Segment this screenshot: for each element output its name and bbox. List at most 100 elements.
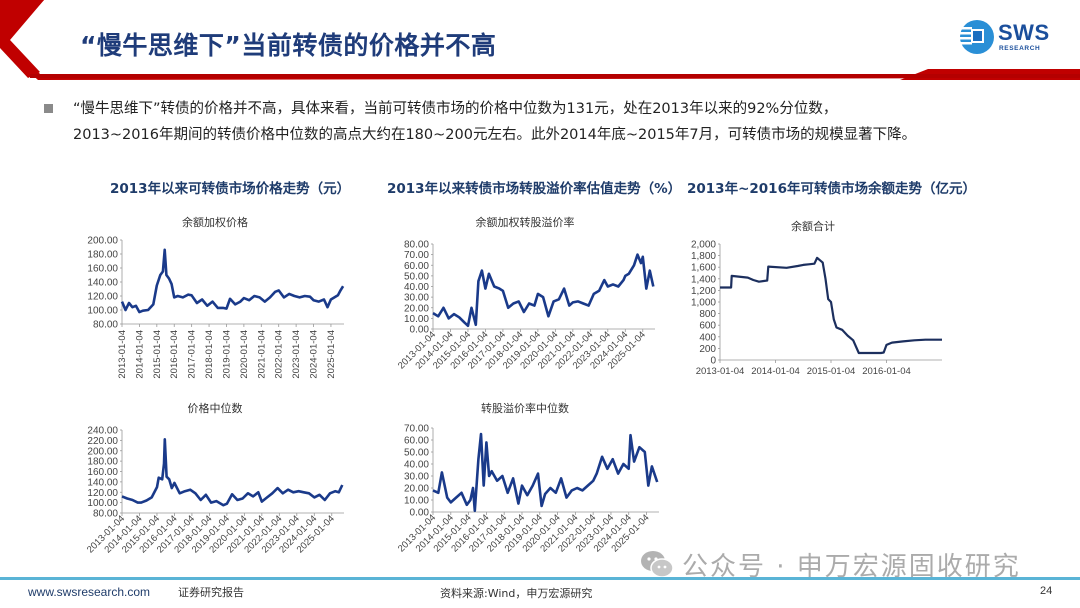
- chart-subtitle: 余额加权价格: [182, 216, 248, 229]
- sws-logo: SWS RESEARCH: [958, 18, 1058, 58]
- svg-text:2013-01-04: 2013-01-04: [696, 366, 745, 377]
- line-chart-svg: 02004006008001,0001,2001,4001,6001,8002,…: [691, 240, 942, 377]
- line-chart-svg: 80.00 100.00 120.00 140.00 160.00 180.00 200.0…: [87, 236, 345, 379]
- svg-text:180.00: 180.00: [87, 457, 118, 468]
- footer-source: 资料来源:Wind，申万宏源研究: [440, 587, 593, 600]
- svg-text:400: 400: [699, 332, 716, 343]
- svg-text:80.00: 80.00: [93, 320, 118, 331]
- line-chart-svg: 80.00100.00120.00140.00160.00180.00200.0…: [85, 426, 344, 555]
- chart-subtitle: 转股溢价率中位数: [481, 402, 569, 415]
- series-line: [120, 248, 345, 314]
- chart-median-price: 价格中位数 80.00 100.00 120.00 140.00 160.00 180.0…: [70, 396, 360, 571]
- svg-text:0.00: 0.00: [410, 508, 430, 519]
- svg-text:120.00: 120.00: [87, 292, 118, 303]
- chart-subtitle: 价格中位数: [187, 402, 243, 415]
- svg-text:180.00: 180.00: [87, 250, 118, 261]
- svg-text:50.00: 50.00: [404, 448, 429, 459]
- svg-text:2018-01-04: 2018-01-04: [204, 330, 215, 379]
- header-banner: [0, 0, 1080, 80]
- svg-text:20.00: 20.00: [404, 303, 429, 314]
- series-line: [720, 256, 942, 355]
- svg-text:1,800: 1,800: [691, 251, 716, 262]
- watermark-text: 公众号 · 申万宏源固收研究: [682, 551, 1021, 582]
- summary-bullet: “慢牛思维下”转债的价格并不高，具体来看，当前可转债市场的价格中位数为131元，…: [44, 96, 1054, 148]
- line-chart-svg: 0.0010.0020.0030.0040.0050.0060.0070.008…: [396, 240, 655, 371]
- svg-text:600: 600: [699, 321, 716, 332]
- series-line: [432, 253, 655, 328]
- summary-line-2: 2013~2016年期间的转债价格中位数的高点大约在180~200元左右。此外2…: [73, 127, 917, 143]
- page-title: “慢牛思维下”当前转债的价格并不高: [80, 31, 497, 60]
- svg-text:200: 200: [699, 344, 716, 355]
- sws-logo-icon: [958, 20, 994, 54]
- chart-median-premium: 转股溢价率中位数 0.00 10.00 20.00 30.00 40.00 50.00 60…: [385, 396, 665, 571]
- svg-text:10.00: 10.00: [404, 314, 429, 325]
- svg-text:2017-01-04: 2017-01-04: [187, 330, 198, 379]
- svg-text:10.00: 10.00: [404, 496, 429, 507]
- footer-doc-type: 证券研究报告: [178, 586, 244, 599]
- svg-text:2014-01-04: 2014-01-04: [134, 330, 145, 379]
- logo-name: SWS: [998, 20, 1050, 45]
- svg-text:2016-01-04: 2016-01-04: [169, 330, 180, 379]
- svg-text:100.00: 100.00: [87, 306, 118, 317]
- svg-text:140.00: 140.00: [87, 278, 118, 289]
- chart-weighted-premium: 余额加权转股溢价率 0.00 10.00 20.00 30.00 40.00 50.00 6…: [385, 210, 665, 390]
- svg-text:200.00: 200.00: [87, 236, 118, 247]
- svg-text:40.00: 40.00: [404, 460, 429, 471]
- chart-subtitle: 余额加权转股溢价率: [475, 216, 575, 229]
- svg-text:50.00: 50.00: [404, 271, 429, 282]
- svg-text:2025-01-04: 2025-01-04: [326, 330, 337, 379]
- svg-text:140.00: 140.00: [87, 477, 118, 488]
- logo-subtitle: RESEARCH: [999, 45, 1041, 52]
- svg-text:80.00: 80.00: [93, 509, 118, 520]
- bullet-square-icon: [44, 104, 53, 113]
- svg-text:2016-01-04: 2016-01-04: [862, 366, 911, 377]
- svg-text:70.00: 70.00: [404, 424, 429, 435]
- chart-subtitle: 余额合计: [791, 220, 835, 233]
- svg-text:70.00: 70.00: [404, 250, 429, 261]
- svg-text:2014-01-04: 2014-01-04: [751, 366, 800, 377]
- svg-text:40.00: 40.00: [404, 282, 429, 293]
- svg-text:1,600: 1,600: [691, 263, 716, 274]
- svg-text:1,000: 1,000: [691, 298, 716, 309]
- wechat-watermark: 公众号 · 申万宏源固收研究: [640, 546, 1021, 582]
- svg-text:800: 800: [699, 309, 716, 320]
- svg-text:220.00: 220.00: [87, 436, 118, 447]
- svg-text:2022-01-04: 2022-01-04: [274, 330, 285, 379]
- svg-text:160.00: 160.00: [87, 264, 118, 275]
- svg-text:2015-01-04: 2015-01-04: [807, 366, 856, 377]
- svg-text:200.00: 200.00: [87, 446, 118, 457]
- svg-text:2021-01-04: 2021-01-04: [256, 330, 267, 379]
- page-number: 24: [1040, 585, 1053, 597]
- svg-text:2015-01-04: 2015-01-04: [152, 330, 163, 379]
- svg-text:2023-01-04: 2023-01-04: [291, 330, 302, 379]
- price-section-title: 2013年以来可转债市场价格走势（元）: [110, 181, 351, 197]
- svg-text:2024-01-04: 2024-01-04: [309, 330, 320, 379]
- svg-text:1,400: 1,400: [691, 274, 716, 285]
- svg-text:2013-01-04: 2013-01-04: [117, 330, 128, 379]
- svg-text:120.00: 120.00: [87, 488, 118, 499]
- chart-weighted-price: 余额加权价格 80.00 100.00 120.00 140.00 160.00 180.…: [70, 210, 360, 390]
- series-line: [121, 438, 344, 507]
- slide-header: “慢牛思维下”当前转债的价格并不高 SWS RESEARCH: [0, 0, 1080, 82]
- svg-text:100.00: 100.00: [87, 498, 118, 509]
- svg-text:30.00: 30.00: [404, 293, 429, 304]
- svg-text:0: 0: [710, 356, 716, 367]
- svg-text:0.00: 0.00: [410, 325, 430, 336]
- svg-text:20.00: 20.00: [404, 484, 429, 495]
- svg-text:240.00: 240.00: [87, 426, 118, 437]
- svg-text:2019-01-04: 2019-01-04: [221, 330, 232, 379]
- svg-text:2,000: 2,000: [691, 240, 716, 251]
- svg-text:30.00: 30.00: [404, 472, 429, 483]
- premium-section-title: 2013年以来转债市场转股溢价率估值走势（%）: [387, 181, 682, 197]
- wechat-icon: [641, 551, 674, 578]
- summary-line-1: “慢牛思维下”转债的价格并不高，具体来看，当前可转债市场的价格中位数为131元，…: [73, 101, 838, 117]
- svg-text:2020-01-04: 2020-01-04: [239, 330, 250, 379]
- series-line: [432, 432, 659, 513]
- chart-balance-total: 余额合计 0 200 400 600 800 1,000 1,200 1,400 1,600 1,…: [678, 210, 948, 390]
- svg-text:80.00: 80.00: [404, 240, 429, 251]
- svg-text:60.00: 60.00: [404, 436, 429, 447]
- footer-website-link[interactable]: www.swsresearch.com: [28, 585, 151, 599]
- balance-section-title: 2013年~2016年可转债市场余额走势（亿元）: [687, 181, 976, 197]
- svg-text:60.00: 60.00: [404, 261, 429, 272]
- svg-text:1,200: 1,200: [691, 286, 716, 297]
